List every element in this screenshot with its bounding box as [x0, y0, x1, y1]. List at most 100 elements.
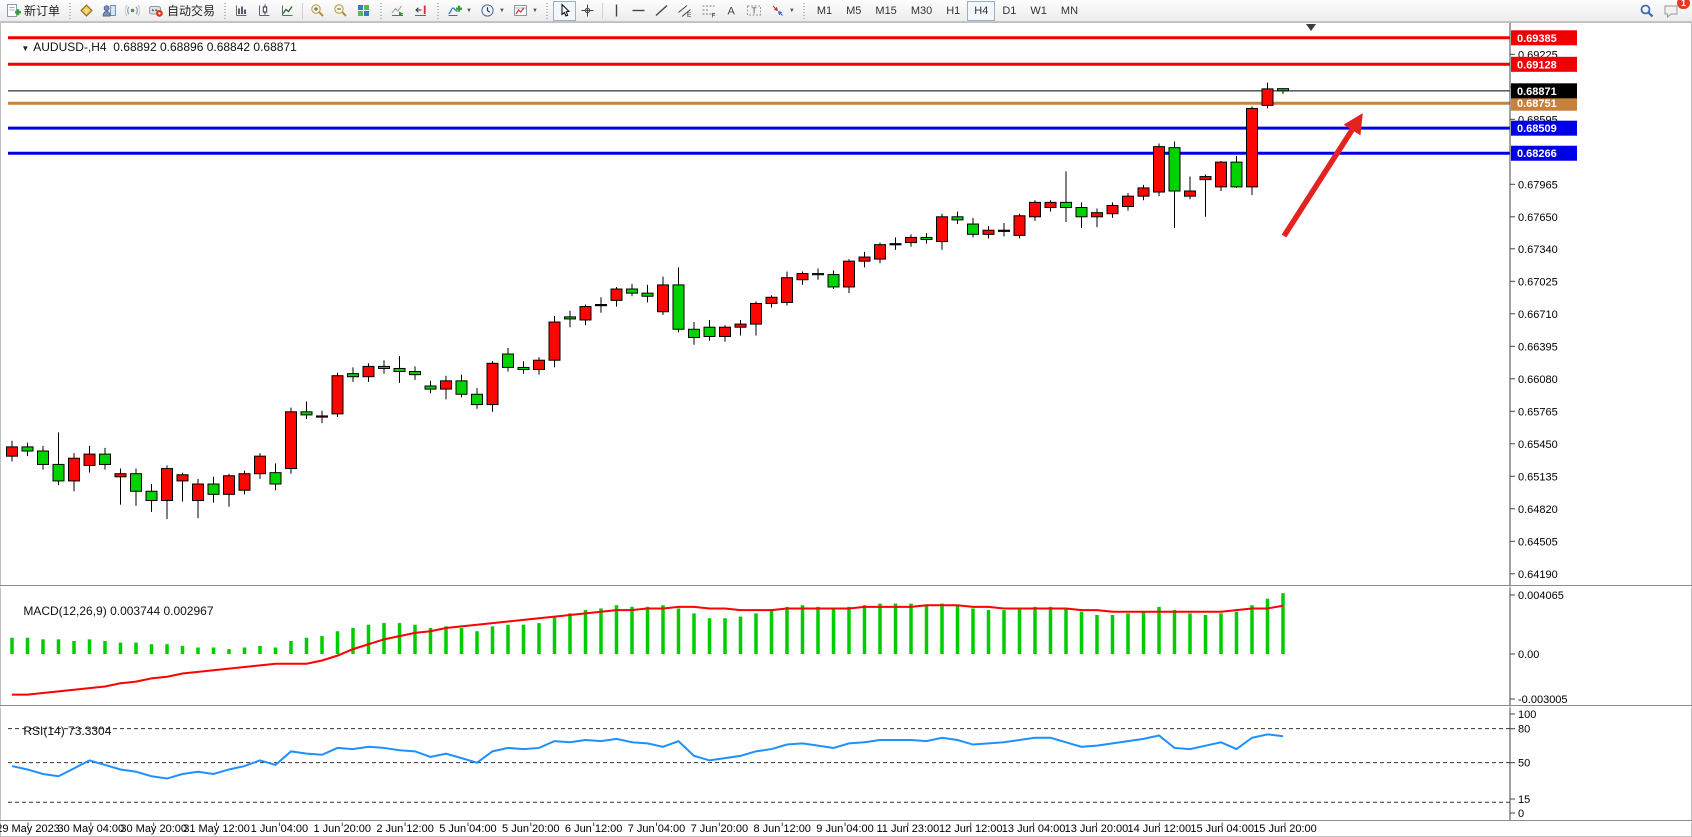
timeframe-H4[interactable]: H4: [967, 0, 996, 21]
candle: [579, 306, 592, 321]
hline-0.69385-badge-label: 0.69385: [1517, 33, 1557, 45]
price-axis[interactable]: 0.692250.689100.685950.679650.676500.673…: [1509, 23, 1577, 820]
toolbar-grip: [435, 2, 441, 19]
bar-chart-button[interactable]: [230, 1, 253, 21]
candle: [393, 367, 406, 373]
candle: [626, 288, 638, 294]
timeframe-M5[interactable]: M5: [839, 1, 868, 21]
price-tick-label: 0.64820: [1518, 504, 1558, 516]
time-label: 5 Jun 04:00: [439, 823, 497, 835]
price-tick-label: 0.64190: [1518, 569, 1558, 581]
chart-ohlc-values: 0.68892 0.68896 0.68842 0.68871: [113, 40, 297, 54]
fibonacci-button[interactable]: F: [697, 1, 721, 21]
gold-bars-button[interactable]: [75, 1, 98, 21]
candle: [455, 380, 468, 395]
chart-title: AUDUSD-,H4: [33, 40, 107, 54]
candle: [192, 483, 204, 502]
data-window-button[interactable]: [98, 1, 121, 21]
candle: [238, 473, 251, 491]
signal-button[interactable]: [121, 1, 144, 21]
dropdown-caret-icon: ▼: [466, 7, 472, 14]
candle: [37, 450, 49, 465]
new-order-button[interactable]: 新订单: [2, 1, 64, 21]
crosshair-button[interactable]: [576, 1, 599, 21]
chat-button[interactable]: [1659, 1, 1684, 21]
candle: [564, 316, 576, 320]
candle: [1184, 190, 1196, 197]
gold-icon: [79, 3, 94, 18]
timeframe-MN[interactable]: MN: [1054, 1, 1085, 21]
cursor-icon: [557, 3, 572, 18]
time-label: 31 May 12:00: [183, 823, 250, 835]
zoom-out-button[interactable]: [329, 1, 352, 21]
price-tick-label: 0.67965: [1518, 179, 1558, 191]
candle: [1137, 187, 1150, 197]
candle: [967, 223, 979, 235]
cursor-button[interactable]: [552, 0, 576, 21]
chart-shift-button[interactable]: [409, 1, 432, 21]
price-tick-label: 0.65765: [1518, 406, 1558, 418]
timeframe-D1[interactable]: D1: [995, 1, 1023, 21]
autotrading-button[interactable]: 自动交易: [144, 1, 219, 21]
tile-windows-button[interactable]: [352, 1, 375, 21]
equidistant-channel-button[interactable]: E: [673, 1, 697, 21]
horizontal-line-button[interactable]: [627, 1, 650, 21]
text-button[interactable]: A: [721, 1, 742, 21]
candle: [1199, 176, 1212, 181]
candle: [812, 273, 824, 276]
candle: [1106, 204, 1119, 215]
macd-pane[interactable]: [10, 593, 1285, 696]
chart-menu-icon[interactable]: ▼: [21, 44, 30, 53]
up-arrow-head[interactable]: [1343, 113, 1363, 136]
svg-text:A: A: [727, 6, 735, 18]
hline-0.69128-badge-label: 0.69128: [1517, 59, 1557, 71]
zoom-in-icon: [310, 3, 325, 18]
candle: [750, 302, 762, 325]
candle: [409, 371, 421, 376]
macd-values: 0.003744 0.002967: [110, 604, 214, 618]
candle: [145, 490, 158, 502]
time-label: 1 Jun 20:00: [314, 823, 372, 835]
auto-scroll-button[interactable]: [386, 1, 409, 21]
text-label-button[interactable]: T: [742, 1, 766, 21]
arrows-button[interactable]: ▼: [766, 1, 799, 21]
search-button[interactable]: [1635, 1, 1659, 21]
periods-button[interactable]: ▼: [476, 1, 509, 21]
time-label: 6 Jun 12:00: [565, 823, 623, 835]
price-tick-label: 0.65135: [1518, 471, 1558, 483]
svg-text:T: T: [751, 6, 756, 16]
price-chart-pane[interactable]: [6, 82, 1289, 520]
candle: [734, 323, 747, 328]
timeframe-M1[interactable]: M1: [810, 1, 839, 21]
toolbar: 新订单 自动交易 ▼ ▼ ▼ E F A T ▼: [0, 0, 1692, 22]
text-label-icon: T: [746, 3, 762, 18]
timeframe-H1[interactable]: H1: [939, 1, 967, 21]
autotrading-label: 自动交易: [167, 4, 216, 18]
channel-icon: E: [677, 3, 693, 18]
candlestick-chart-button[interactable]: [253, 1, 276, 21]
vertical-line-button[interactable]: [606, 1, 627, 21]
time-label: 1 Jun 04:00: [251, 823, 309, 835]
templates-button[interactable]: ▼: [509, 1, 542, 21]
line-chart-icon: [280, 3, 295, 18]
dropdown-caret-icon: ▼: [531, 7, 538, 14]
trendline-button[interactable]: [650, 1, 673, 21]
candle: [1075, 207, 1088, 218]
time-label: 2 Jun 12:00: [376, 823, 434, 835]
zoom-in-button[interactable]: [306, 1, 329, 21]
chart-shift-marker[interactable]: [1306, 24, 1316, 31]
price-tick-label: 0.67025: [1518, 276, 1558, 288]
candle: [998, 229, 1010, 232]
timeframe-W1[interactable]: W1: [1023, 1, 1054, 21]
line-chart-button[interactable]: [276, 1, 299, 21]
indicators-button[interactable]: ▼: [443, 1, 476, 21]
up-arrow-annotation[interactable]: [1281, 128, 1355, 238]
hline-0.68266-badge-label: 0.68266: [1517, 148, 1557, 160]
timeframe-M30[interactable]: M30: [904, 1, 939, 21]
candle: [889, 243, 902, 246]
rsi-pane[interactable]: [8, 728, 1510, 803]
timeframe-M15[interactable]: M15: [868, 1, 903, 21]
rsi-axis-label: 100: [1518, 709, 1536, 721]
